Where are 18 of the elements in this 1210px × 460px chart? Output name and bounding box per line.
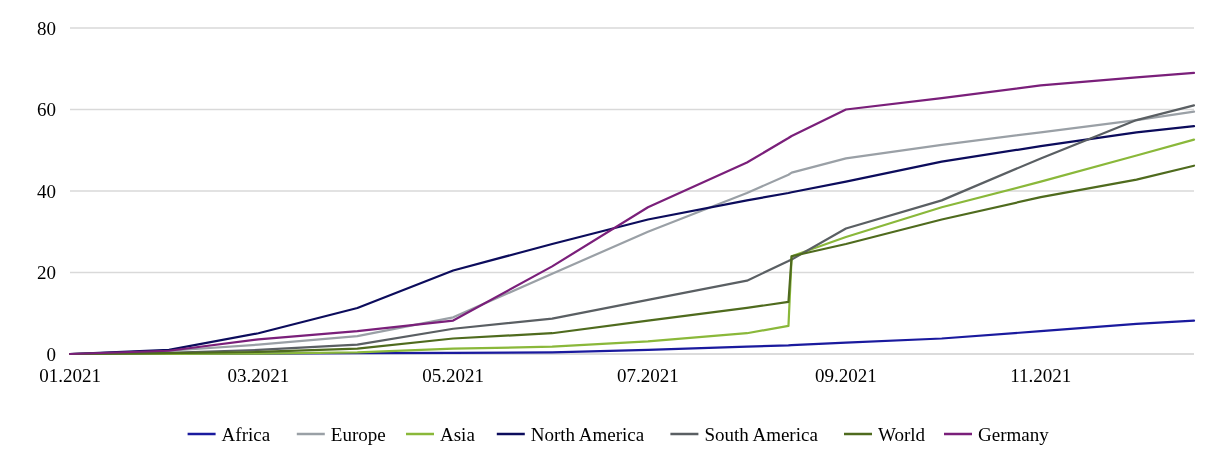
x-tick-label: 03.2021 bbox=[227, 365, 290, 386]
y-tick-label: 80 bbox=[37, 17, 56, 39]
legend-label: Germany bbox=[978, 423, 1050, 445]
legend-label: Europe bbox=[330, 423, 386, 445]
legend-label: Asia bbox=[440, 423, 476, 445]
legend-label: Africa bbox=[221, 423, 271, 445]
x-tick-label: 07.2021 bbox=[617, 365, 679, 386]
y-tick-label: 20 bbox=[37, 262, 56, 284]
x-tick-label: 01.2021 bbox=[39, 365, 101, 386]
legend-label: North America bbox=[530, 423, 645, 445]
y-tick-label: 0 bbox=[46, 343, 56, 365]
x-tick-label: 09.2021 bbox=[815, 365, 877, 386]
y-tick-label: 40 bbox=[37, 180, 56, 202]
legend-label: South America bbox=[704, 423, 819, 445]
legend-label: World bbox=[878, 423, 926, 445]
x-tick-label: 05.2021 bbox=[422, 365, 485, 386]
y-tick-label: 60 bbox=[37, 99, 56, 121]
x-tick-label: 11.2021 bbox=[1010, 365, 1072, 386]
